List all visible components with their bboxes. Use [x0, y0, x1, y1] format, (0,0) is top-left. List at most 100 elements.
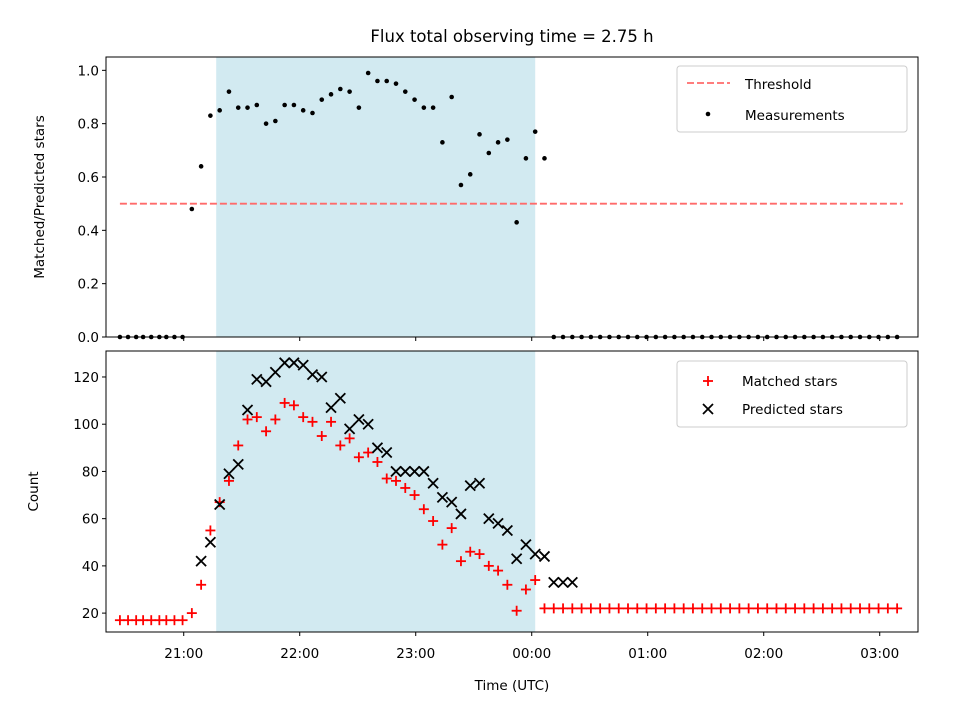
matched-star-point — [502, 579, 513, 590]
matched-star-point — [418, 504, 429, 515]
time-x-ticks: 21:00 22:00 23:00 00:00 01:00 02:00 03:00 — [164, 632, 899, 662]
y-tick-label: 0.4 — [78, 223, 99, 239]
matched-stars-points — [114, 397, 903, 626]
predicted-star-point — [418, 465, 430, 478]
matched-star-point — [326, 416, 337, 427]
x-tick-label: 03:00 — [860, 646, 899, 662]
predicted-star-point — [232, 458, 244, 470]
matched-star-point — [177, 615, 188, 626]
measurement-point — [393, 81, 399, 86]
predicted-star-point — [316, 371, 328, 383]
time-x-axis-label: Time (UTC) — [474, 678, 550, 694]
matched-star-point — [186, 608, 197, 619]
matched-star-point — [455, 556, 466, 567]
measurement-point — [449, 94, 454, 100]
predicted-star-point — [343, 423, 356, 435]
matched-star-point — [391, 475, 401, 486]
predicted-star-point — [371, 442, 384, 454]
matched-star-point — [623, 603, 633, 614]
legend-measurement-swatch — [705, 111, 711, 117]
measurement-point — [375, 78, 380, 84]
matched-star-point — [446, 523, 457, 534]
predicted-star-point — [362, 418, 374, 430]
x-tick-label: 22:00 — [280, 646, 319, 662]
matched-star-point — [855, 603, 865, 614]
legend-predicted-label: Predicted stars — [742, 402, 843, 418]
predicted-star-point — [548, 576, 560, 589]
figure-title: Flux total observing time = 2.75 h — [370, 27, 653, 46]
measurement-point — [338, 86, 343, 92]
predicted-star-point — [483, 513, 495, 525]
matched-star-point — [827, 603, 838, 614]
measurement-point — [356, 105, 362, 110]
matched-star-point — [372, 456, 383, 467]
measurement-point — [412, 97, 417, 102]
matched-star-point — [316, 431, 327, 442]
matched-star-point — [790, 603, 801, 614]
count-legend: Matched stars Predicted stars — [676, 360, 908, 428]
count-y-axis-label: Count — [26, 471, 42, 511]
matched-star-point — [613, 603, 624, 614]
y-tick-label: 1.0 — [78, 63, 99, 79]
matched-star-point — [428, 516, 439, 527]
y-tick-label: 0.8 — [78, 117, 99, 133]
ratio-y-axis-label: Matched/Predicted stars — [32, 115, 48, 278]
measurement-point — [254, 102, 260, 108]
count-panel-frame — [105, 350, 919, 633]
x-tick-label: 21:00 — [164, 646, 203, 662]
predicted-star-point — [566, 576, 578, 589]
measurement-point — [235, 105, 241, 110]
ratio-panel: 0.0 0.2 0.4 0.6 0.8 1.0 Matched/Predicted sta… — [32, 56, 919, 346]
matched-star-point — [270, 414, 281, 425]
matched-star-point — [780, 603, 791, 614]
matched-star-point — [474, 549, 485, 560]
matched-star-point — [734, 603, 745, 614]
ratio-legend: Threshold Measurements — [676, 65, 908, 133]
observing-window-shade — [216, 351, 536, 632]
matched-star-point — [836, 603, 847, 614]
measurement-point — [263, 121, 269, 126]
legend-box — [676, 65, 908, 133]
matched-star-point — [558, 603, 569, 614]
matched-star-point — [892, 603, 903, 614]
matched-star-point — [752, 603, 763, 614]
matched-star-point — [641, 603, 652, 614]
matched-star-point — [808, 603, 819, 614]
ratio-panel-frame — [105, 56, 919, 338]
predicted-star-point — [390, 465, 402, 478]
x-tick-label: 02:00 — [744, 646, 783, 662]
measurement-point — [198, 164, 204, 169]
predicted-star-point — [529, 548, 541, 560]
measurement-point — [300, 108, 306, 113]
matched-star-point — [799, 603, 810, 614]
matched-star-point — [548, 603, 559, 614]
matched-star-point — [706, 603, 717, 614]
measurement-point — [217, 108, 222, 113]
predicted-star-point — [195, 555, 207, 567]
predicted-star-point — [334, 392, 346, 404]
matched-star-point — [223, 475, 234, 486]
measurement-point — [486, 150, 492, 156]
measurement-point — [245, 105, 250, 110]
predicted-star-point — [260, 376, 272, 388]
matched-star-point — [233, 440, 244, 451]
matched-star-point — [697, 603, 708, 614]
matched-star-point — [242, 414, 253, 425]
legend-threshold-label: Threshold — [744, 77, 812, 93]
matched-star-point — [344, 433, 355, 444]
y-tick-label: 0.2 — [78, 277, 99, 293]
matched-star-point — [678, 603, 689, 614]
measurement-point — [310, 110, 315, 116]
predicted-star-point — [325, 402, 337, 414]
predicted-stars-points — [195, 357, 578, 589]
matched-star-point — [595, 603, 606, 614]
matched-star-point — [307, 416, 318, 427]
predicted-star-point — [436, 491, 449, 504]
matched-star-point — [585, 603, 596, 614]
measurement-point — [365, 70, 371, 76]
count-y-ticks: 20 40 60 80 100 120 — [73, 370, 106, 622]
y-tick-label: 120 — [73, 370, 99, 386]
predicted-star-point — [269, 366, 281, 378]
matched-star-point — [335, 440, 346, 451]
matched-star-point — [196, 579, 207, 590]
